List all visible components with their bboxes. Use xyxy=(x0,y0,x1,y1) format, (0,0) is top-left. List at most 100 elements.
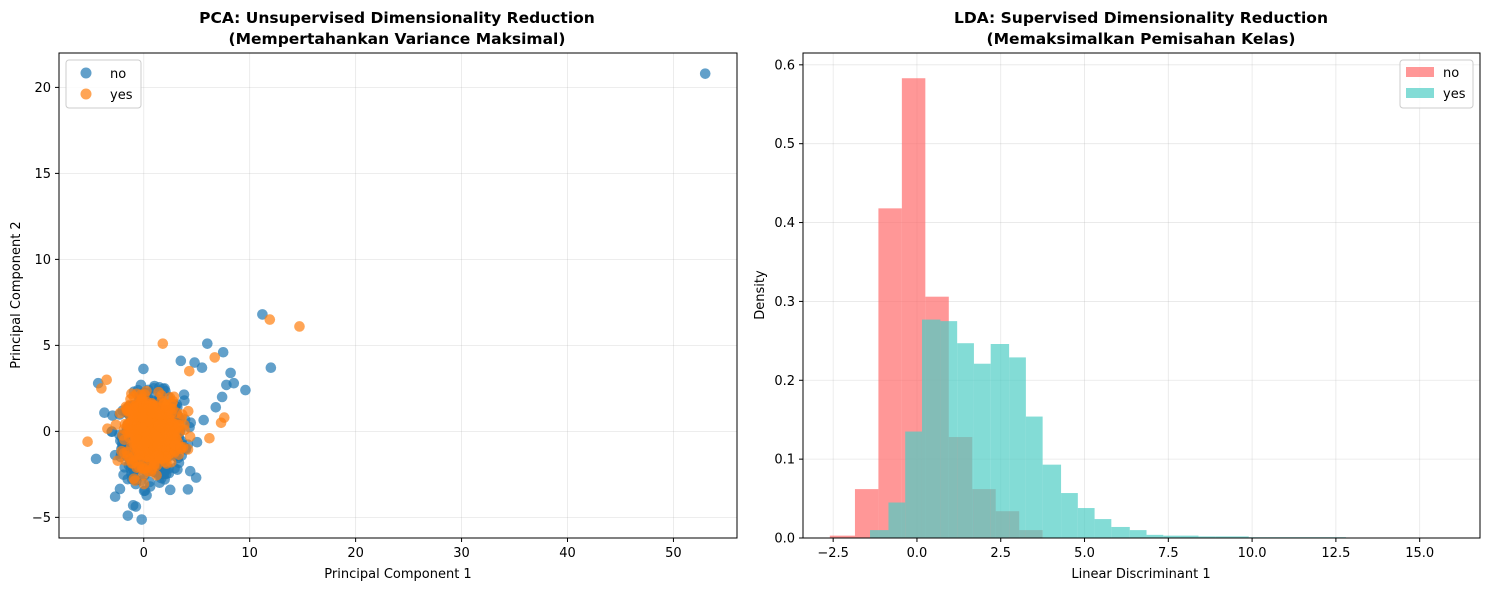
pca-x-tick-label: 20 xyxy=(347,546,364,561)
pca-point-yes xyxy=(101,374,112,386)
lda-bar-yes xyxy=(905,431,922,538)
lda-bar-yes xyxy=(1094,519,1112,538)
pca-y-tick-label: 15 xyxy=(34,167,51,182)
pca-point-no xyxy=(198,414,209,426)
lda-bar-yes xyxy=(940,321,958,538)
pca-title-line1: PCA: Unsupervised Dimensionality Reducti… xyxy=(199,9,595,27)
lda-y-axis-label: Density xyxy=(753,270,768,320)
pca-point-yes xyxy=(121,446,133,458)
pca-point-no xyxy=(182,484,194,495)
pca-point-yes xyxy=(209,352,221,363)
lda-bar-no xyxy=(878,208,902,538)
pca-point-yes xyxy=(215,417,227,429)
pca-point-no xyxy=(225,367,236,379)
pca-x-axis: 0 10 20 30 40 50 xyxy=(140,538,682,561)
pca-point-no xyxy=(164,484,176,496)
pca-point-no xyxy=(210,401,222,413)
lda-x-axis: −2.5 0.0 2.5 5.0 7.5 10.0 12.5 15.0 xyxy=(817,538,1434,561)
pca-point-yes xyxy=(154,409,166,421)
lda-histogram-chart: LDA: Supervised Dimensionality Reduction… xyxy=(753,9,1481,582)
pca-point-no xyxy=(217,346,229,358)
pca-point-yes xyxy=(161,431,173,442)
lda-bar-yes xyxy=(1077,508,1095,538)
pca-point-no xyxy=(216,391,228,403)
pca-point-no xyxy=(202,338,213,349)
pca-grid xyxy=(59,53,737,538)
pca-point-no xyxy=(178,389,190,400)
pca-point-no xyxy=(184,465,196,477)
pca-point-yes xyxy=(142,465,154,477)
pca-point-yes xyxy=(120,455,131,466)
lda-bar-yes xyxy=(1231,536,1249,538)
lda-title-line2: (Memaksimalkan Pemisahan Kelas) xyxy=(987,30,1296,48)
pca-point-yes xyxy=(131,442,143,454)
pca-point-no xyxy=(189,357,200,368)
pca-point-yes xyxy=(163,422,175,433)
pca-point-no xyxy=(99,407,110,419)
pca-point-no xyxy=(699,68,711,79)
lda-bar-yes xyxy=(1009,357,1026,538)
lda-x-tick-label: 15.0 xyxy=(1405,546,1434,561)
lda-x-axis-label: Linear Discriminant 1 xyxy=(1071,567,1210,582)
pca-point-yes xyxy=(139,437,151,449)
pca-point-yes xyxy=(131,462,143,474)
lda-bar-yes xyxy=(1042,464,1062,538)
pca-point-yes xyxy=(141,385,152,397)
pca-y-tick-label: 20 xyxy=(34,81,51,96)
pca-point-yes xyxy=(264,314,276,325)
pca-point-yes xyxy=(129,475,141,486)
pca-y-axis: −5 0 5 10 15 20 xyxy=(32,81,59,526)
lda-legend: no yes xyxy=(1399,59,1474,109)
pca-point-yes xyxy=(82,436,93,447)
pca-x-tick-label: 50 xyxy=(665,546,682,561)
pca-point-yes xyxy=(96,383,107,394)
pca-legend-label-yes: yes xyxy=(110,88,133,103)
pca-point-yes xyxy=(112,455,124,466)
lda-bar-yes xyxy=(1198,536,1216,538)
lda-bar-yes xyxy=(1180,535,1199,538)
lda-bar-yes xyxy=(1025,416,1043,538)
pca-y-tick-label: 5 xyxy=(43,339,51,354)
lda-bar-no xyxy=(854,489,879,538)
lda-bar-yes xyxy=(921,319,941,538)
pca-point-yes xyxy=(144,450,155,461)
pca-x-axis-label: Principal Component 1 xyxy=(324,567,471,582)
pca-legend: no yes xyxy=(65,59,142,109)
lda-title-line1: LDA: Supervised Dimensionality Reduction xyxy=(954,9,1328,27)
lda-bar-no xyxy=(901,78,926,538)
lda-legend-label-no: no xyxy=(1443,66,1459,81)
lda-x-tick-label: 5.0 xyxy=(1074,546,1095,561)
pca-title-line2: (Mempertahankan Variance Maksimal) xyxy=(229,30,566,48)
lda-y-tick-label: 0.6 xyxy=(774,58,795,73)
pca-point-yes xyxy=(166,407,177,419)
lda-legend-label-yes: yes xyxy=(1443,87,1466,102)
pca-point-no xyxy=(240,384,251,396)
pca-point-yes xyxy=(153,450,164,461)
pca-point-yes xyxy=(110,419,122,431)
lda-bar-yes xyxy=(1163,535,1181,538)
pca-point-yes xyxy=(137,412,148,423)
lda-plot-frame xyxy=(802,52,1481,539)
pca-point-yes xyxy=(131,388,143,400)
pca-point-yes xyxy=(146,402,158,414)
pca-point-yes xyxy=(153,419,164,431)
lda-y-tick-label: 0.0 xyxy=(774,532,795,547)
pca-legend-marker-no xyxy=(80,67,92,79)
pca-point-no xyxy=(141,490,152,501)
pca-y-tick-label: −5 xyxy=(32,511,51,526)
pca-point-no xyxy=(175,355,187,367)
pca-scatter-chart: PCA: Unsupervised Dimensionality Reducti… xyxy=(9,9,738,582)
pca-point-yes xyxy=(182,444,194,455)
pca-point-yes xyxy=(102,423,113,435)
pca-y-axis-label: Principal Component 2 xyxy=(9,221,24,368)
pca-point-yes xyxy=(173,419,184,431)
lda-bars xyxy=(829,78,1346,538)
pca-point-yes xyxy=(184,365,195,377)
lda-bar-yes xyxy=(870,530,889,538)
pca-point-yes xyxy=(136,422,148,433)
pca-x-tick-label: 0 xyxy=(140,546,148,561)
lda-y-tick-label: 0.3 xyxy=(774,295,795,310)
pca-point-yes xyxy=(294,321,305,332)
pca-x-tick-label: 40 xyxy=(559,546,576,561)
pca-point-yes xyxy=(204,432,215,444)
